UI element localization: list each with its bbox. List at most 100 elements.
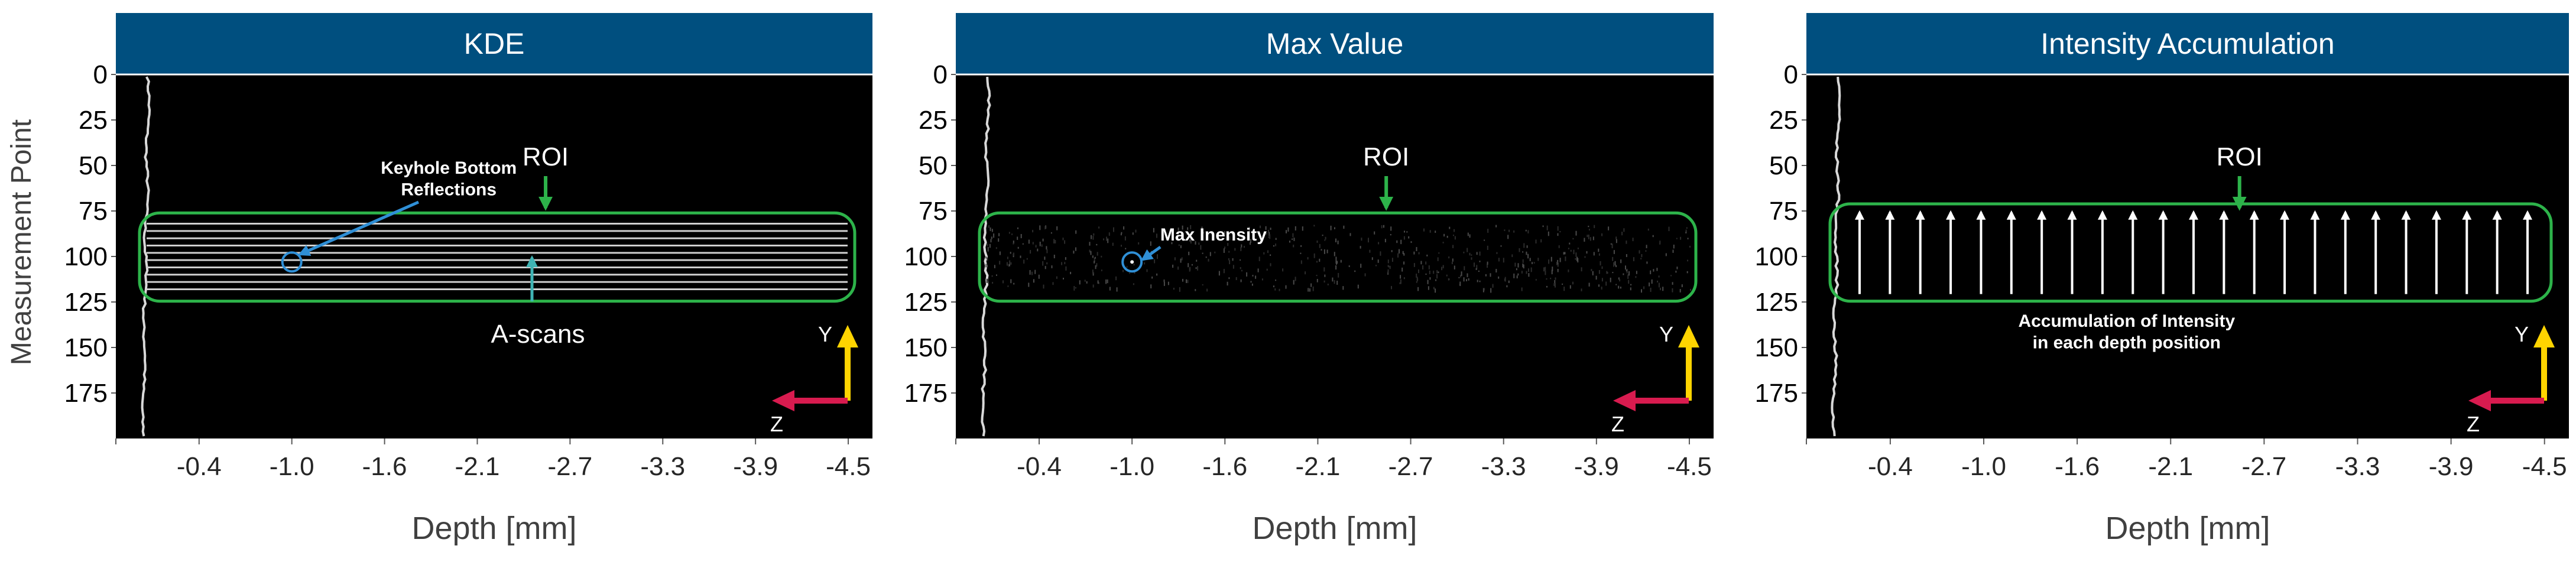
speckle xyxy=(1388,265,1390,268)
speckle xyxy=(987,243,988,246)
speckle xyxy=(1032,242,1034,245)
speckle xyxy=(1300,252,1302,254)
x-tick-label: -1.6 xyxy=(362,452,407,481)
speckle xyxy=(1686,271,1688,274)
speckle xyxy=(1107,279,1108,284)
speckle xyxy=(1150,284,1152,288)
plot-area xyxy=(116,74,872,438)
x-axis-label: Depth [mm] xyxy=(2105,511,2270,546)
speckle xyxy=(1197,266,1199,271)
speckle xyxy=(1186,279,1187,283)
speckle xyxy=(1555,282,1556,288)
speckle xyxy=(1017,227,1018,229)
speckle xyxy=(1601,266,1603,269)
speckle xyxy=(1422,265,1424,269)
speckle xyxy=(1653,269,1654,272)
speckle xyxy=(1403,236,1405,240)
speckle xyxy=(1337,241,1339,245)
y-tick-label: 150 xyxy=(904,333,948,362)
speckle xyxy=(1360,264,1362,268)
x-tick-label: -3.3 xyxy=(1481,452,1526,481)
speckle xyxy=(1476,252,1478,255)
speckle xyxy=(1209,252,1211,256)
speckle xyxy=(1503,258,1504,263)
speckle xyxy=(1003,280,1004,284)
speckle xyxy=(1514,262,1516,267)
speckle xyxy=(1244,246,1245,248)
speckle xyxy=(1495,269,1497,273)
speckle xyxy=(1517,263,1519,268)
speckle xyxy=(1526,245,1528,248)
speckle xyxy=(1092,255,1094,258)
speckle xyxy=(1206,288,1208,292)
speckle xyxy=(1569,242,1571,245)
speckle xyxy=(1554,280,1556,284)
speckle xyxy=(1324,274,1326,277)
speckle xyxy=(1529,258,1531,261)
speckle xyxy=(1267,250,1268,254)
speckle xyxy=(1601,278,1603,282)
speckle xyxy=(1658,282,1660,288)
speckle xyxy=(1498,276,1500,279)
speckle xyxy=(1608,226,1610,230)
speckle xyxy=(1368,238,1369,243)
speckle xyxy=(1389,265,1391,269)
speckle xyxy=(1234,248,1236,251)
speckle xyxy=(1034,269,1036,274)
roi-label: ROI xyxy=(523,142,569,171)
speckle xyxy=(1354,270,1356,272)
speckle xyxy=(1471,254,1472,256)
speckle xyxy=(1275,243,1277,246)
y-orientation-label: Y xyxy=(818,322,832,346)
speckle xyxy=(1323,267,1325,272)
speckle xyxy=(1420,261,1422,265)
speckle xyxy=(1089,242,1091,246)
speckle xyxy=(1381,225,1383,229)
speckle xyxy=(1269,234,1271,239)
speckle xyxy=(1639,250,1640,254)
speckle xyxy=(1134,271,1135,274)
speckle xyxy=(1342,286,1344,290)
speckle xyxy=(1261,278,1263,281)
x-tick-label: -0.4 xyxy=(177,452,222,481)
speckle xyxy=(1429,230,1431,233)
speckle xyxy=(1075,230,1077,234)
y-tick-label: 100 xyxy=(64,242,108,271)
speckle xyxy=(1651,279,1653,284)
speckle xyxy=(1191,264,1193,266)
speckle xyxy=(1588,235,1589,239)
speckle xyxy=(1606,271,1608,274)
speckle xyxy=(1020,234,1022,239)
speckle xyxy=(1377,259,1379,263)
speckle xyxy=(1436,270,1438,274)
speckle xyxy=(1098,282,1099,284)
speckle xyxy=(1089,249,1091,253)
speckle xyxy=(1266,268,1268,271)
speckle xyxy=(985,256,987,259)
speckle xyxy=(1178,244,1180,246)
speckle xyxy=(1423,228,1425,232)
speckle xyxy=(1446,236,1448,238)
speckle xyxy=(990,239,992,243)
speckle xyxy=(1282,268,1284,272)
speckle xyxy=(1416,247,1417,252)
speckle xyxy=(1096,243,1098,246)
speckle xyxy=(1188,251,1190,255)
speckle xyxy=(1463,251,1465,254)
speckle xyxy=(1592,236,1594,241)
speckle xyxy=(1064,240,1066,244)
speckle xyxy=(1559,258,1561,262)
roi-box xyxy=(978,211,1698,303)
speckle xyxy=(1101,269,1102,271)
speckle xyxy=(1064,262,1066,265)
speckle xyxy=(1403,253,1405,256)
speckle xyxy=(1273,285,1274,288)
speckle xyxy=(1274,288,1276,291)
speckle xyxy=(1182,278,1183,282)
speckle xyxy=(1627,274,1629,280)
speckle xyxy=(1240,247,1242,251)
y-tick-label: 150 xyxy=(64,333,108,362)
speckle xyxy=(1623,228,1625,232)
speckle xyxy=(1096,252,1098,256)
